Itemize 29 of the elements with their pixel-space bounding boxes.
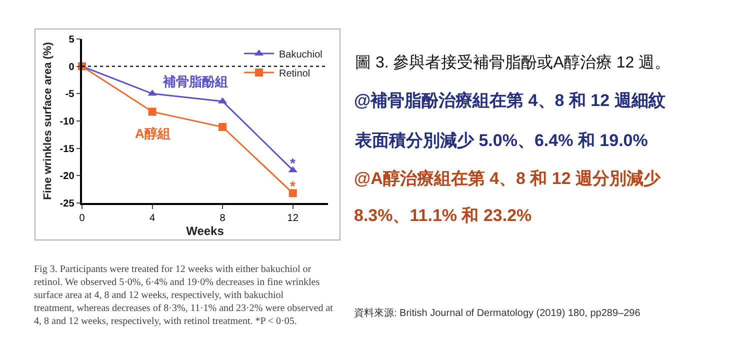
x-axis-title: Weeks bbox=[186, 224, 224, 238]
x-tick-label: 8 bbox=[220, 212, 226, 224]
text: @補骨脂酚治療組在第 4、8 和 12 週細紋 bbox=[354, 91, 666, 110]
y-tick-label: -10 bbox=[60, 116, 75, 128]
legend-label: Bakuchiol bbox=[279, 49, 322, 60]
text: 8.3%、11.1% 和 23.2% bbox=[354, 206, 532, 225]
legend-label: Retinol bbox=[279, 68, 310, 80]
y-axis-title: Fine wrinkles surface area (%) bbox=[42, 42, 54, 200]
text: 圖 3. 參與者接受補骨脂酚或A醇治療 12 週。 bbox=[355, 54, 671, 72]
point bbox=[148, 108, 156, 116]
y-tick-label: -5 bbox=[65, 89, 75, 100]
x-tick-label: 12 bbox=[287, 212, 299, 224]
annotation: 補骨脂酚組 bbox=[162, 74, 228, 89]
y-tick-label: 5 bbox=[68, 34, 75, 46]
text: 表面積分別減少 5.0%、6.4% 和 19.0% bbox=[354, 131, 648, 150]
source-note: 資料來源: British Journal of Dermatology (2019) 180, pp289–296 bbox=[354, 307, 641, 319]
annotation: A醇組 bbox=[135, 126, 170, 141]
annotation: * bbox=[290, 155, 296, 171]
annotation: * bbox=[290, 178, 296, 194]
text: @A醇治療組在第 4、8 和 12 週分別減少 bbox=[354, 169, 662, 188]
caption: Fig 3. Participants were treated for 12 weeks with either bakuchiol or retinol. We observed 5·0%, 6·4% and 19·0% decreases in fine wrinkles surface area at 4, 8 and 12 weeks, respectively, with bakuchiol treatment, whereas decreases of 8·3%, 11·1% and 23·2% were observed at 4, 8 and 12 weeks, respectively, with retinol treatment. *P < 0·05. bbox=[34, 264, 334, 327]
y-tick-label: -20 bbox=[60, 171, 75, 182]
point bbox=[218, 123, 227, 132]
y-tick-label: -15 bbox=[60, 144, 75, 155]
y-tick-label: 0 bbox=[68, 62, 75, 73]
x-tick-label: 4 bbox=[150, 212, 156, 224]
x-tick-label: 0 bbox=[79, 212, 86, 224]
y-tick-label: -25 bbox=[60, 198, 75, 210]
point bbox=[288, 189, 297, 198]
